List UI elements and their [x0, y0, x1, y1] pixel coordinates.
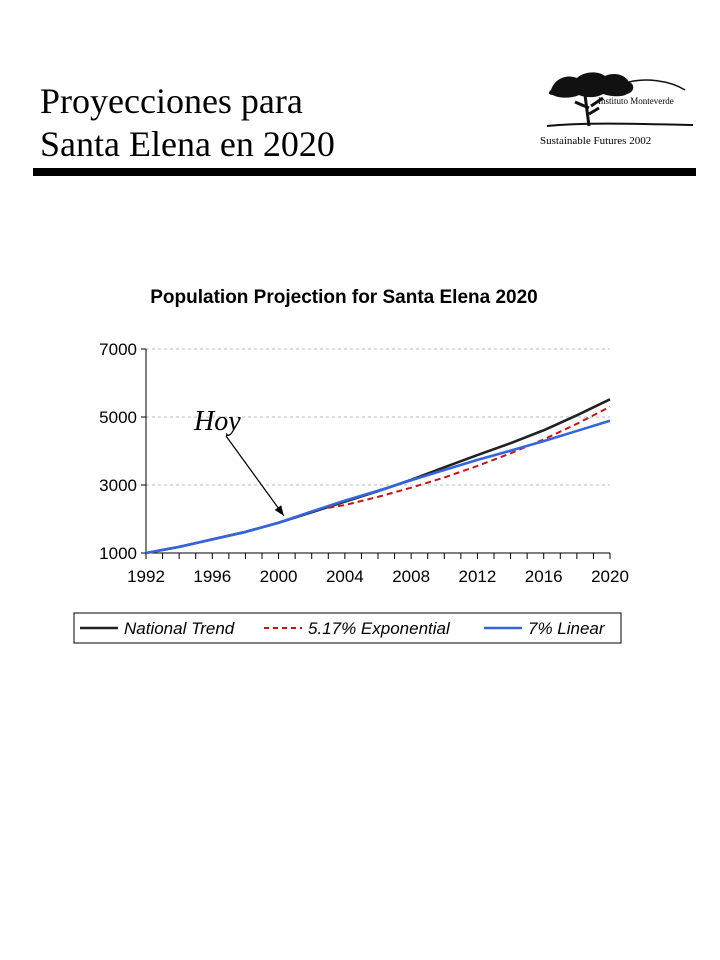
- y-tick-label: 7000: [99, 340, 137, 359]
- legend-label-0: National Trend: [124, 619, 235, 638]
- series-line-2: [145, 419, 611, 555]
- legend-label-1: 5.17% Exponential: [308, 619, 451, 638]
- x-tick-label: 2016: [525, 567, 563, 586]
- x-tick-label: 2008: [392, 567, 430, 586]
- annotation-label: Hoy: [193, 406, 241, 437]
- logo-text: Instituto Monteverde: [598, 96, 674, 106]
- series-line-1: [328, 405, 611, 509]
- x-tick-label: 2004: [326, 567, 364, 586]
- legend-box: [73, 612, 622, 644]
- legend: National Trend 5.17% Exponential 7% Linear: [73, 612, 622, 644]
- y-tick-label: 1000: [99, 544, 137, 563]
- grid-layer: [146, 348, 610, 486]
- header-rule: [33, 168, 696, 176]
- y-tick-label: 3000: [99, 476, 137, 495]
- footer-note: Sustainable Futures 2002: [540, 135, 652, 147]
- tree-icon: [546, 72, 694, 127]
- series-layer: [145, 398, 611, 555]
- x-tick-label: 2020: [591, 567, 629, 586]
- annotation-arrow: [225, 435, 285, 517]
- slide-title-line2: Santa Elena en 2020: [40, 124, 335, 164]
- slide-title: Proyecciones para Santa Elena en 2020: [40, 80, 335, 166]
- x-tick-label: 1996: [193, 567, 231, 586]
- x-tick-label: 2012: [459, 567, 497, 586]
- axis-layer: 1000 3000 5000 7000 1992 1996 2000 2004 2008 2012…: [99, 340, 629, 586]
- chart-title: Population Projection for Santa Elena 20…: [150, 287, 537, 308]
- x-tick-label: 2000: [260, 567, 298, 586]
- y-tick-label: 5000: [99, 408, 137, 427]
- annotation-arrowhead: [274, 505, 284, 516]
- slide-title-line1: Proyecciones para: [40, 81, 303, 121]
- legend-label-2: 7% Linear: [528, 619, 606, 638]
- annotation-layer: Hoy: [193, 406, 285, 517]
- x-tick-label: 1992: [127, 567, 165, 586]
